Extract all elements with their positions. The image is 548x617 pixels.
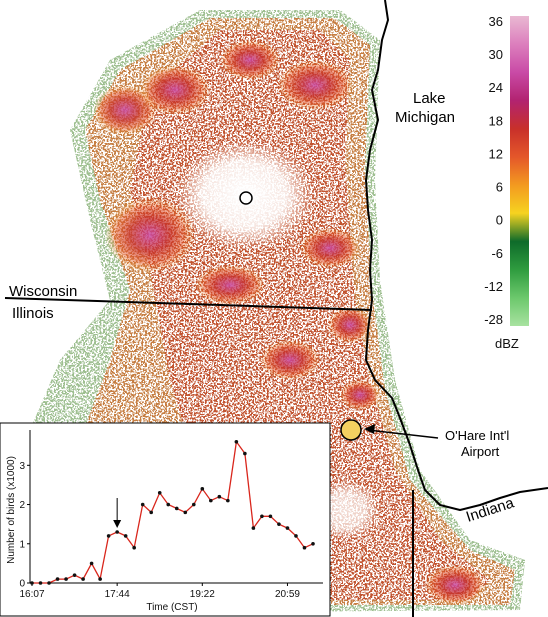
x-tick-label: 20:59: [275, 589, 300, 600]
data-point: [285, 526, 290, 530]
data-point: [166, 502, 171, 507]
data-point: [226, 498, 230, 503]
data-point: [55, 577, 60, 581]
colorbar-tick-label: -12: [484, 279, 503, 294]
data-point: [191, 502, 196, 507]
data-point: [217, 494, 222, 499]
x-tick-label: 19:22: [190, 589, 215, 600]
data-point: [106, 534, 111, 538]
y-tick-label: 0: [19, 579, 25, 590]
data-point: [98, 577, 102, 581]
wisconsin-illinois-border: [4, 297, 373, 311]
data-point: [311, 541, 315, 546]
y-tick-label: 1: [19, 539, 25, 550]
colorbar-tick-label: 24: [489, 80, 503, 95]
data-point: [302, 545, 307, 550]
data-point: [115, 530, 119, 534]
data-point: [132, 545, 136, 550]
colorbar-tick-label: 0: [496, 213, 503, 228]
data-point: [47, 581, 51, 585]
y-tick-label: 3: [19, 461, 25, 472]
lake-label-line1: Lake: [413, 90, 446, 107]
data-point: [294, 534, 298, 538]
x-axis-title: Time (CST): [146, 602, 197, 613]
data-point: [30, 581, 34, 585]
airport-arrow: [364, 424, 439, 439]
ohare-label-line2: Airport: [461, 444, 500, 459]
data-point: [209, 498, 213, 503]
data-point: [200, 487, 205, 491]
data-point: [251, 526, 256, 530]
y-axis-title: Number of birds (x1000): [6, 456, 17, 564]
colorbar-unit: dBZ: [495, 336, 519, 351]
lake-michigan-shoreline: [365, 0, 548, 511]
data-point: [64, 577, 68, 581]
data-point: [268, 514, 273, 519]
birds-series-line: [32, 440, 314, 584]
inset-chart: 0 1 2 3 16:07 17:44 19:22 20:59 Time (CST) Numb…: [0, 422, 331, 617]
data-point: [277, 522, 281, 526]
data-point: [149, 510, 154, 515]
colorbar-tick-label: 36: [489, 14, 503, 29]
indiana-label: Indiana: [464, 494, 517, 526]
data-point: [72, 573, 77, 577]
colorbar-tick-label: 12: [489, 146, 503, 161]
colorbar-tick-label: 6: [496, 180, 503, 195]
colorbar-tick-label: -28: [484, 312, 503, 327]
colorbar: 36 30 24 18 12 6 0 -6 -12 -28 dBZ: [484, 14, 529, 351]
lake-label-line2: Michigan: [395, 109, 455, 126]
wisconsin-label: Wisconsin: [9, 283, 77, 300]
map-boundaries: [4, 0, 548, 617]
data-point: [243, 451, 247, 456]
y-tick-label: 2: [19, 500, 25, 511]
data-point: [260, 514, 264, 519]
colorbar-gradient: [510, 16, 529, 326]
colorbar-tick-label: 18: [489, 113, 503, 128]
x-tick-label: 16:07: [19, 589, 44, 600]
data-point: [234, 439, 239, 444]
colorbar-tick-label: -6: [491, 246, 503, 261]
annotation-arrow: [113, 498, 122, 528]
data-point: [81, 577, 85, 581]
inset-chart-frame: [0, 422, 331, 617]
illinois-label: Illinois: [12, 305, 54, 322]
x-tick-label: 17:44: [105, 589, 130, 600]
data-point: [183, 510, 188, 515]
data-point: [174, 506, 179, 511]
data-point: [123, 534, 128, 538]
airport-marker: [340, 419, 362, 441]
data-point: [89, 561, 94, 566]
ohare-label-line1: O'Hare Int'l: [445, 428, 509, 443]
data-point: [157, 490, 162, 495]
radar-site-marker: [239, 191, 253, 205]
data-point: [140, 502, 145, 507]
colorbar-tick-label: 30: [489, 47, 503, 62]
data-point: [38, 581, 43, 585]
